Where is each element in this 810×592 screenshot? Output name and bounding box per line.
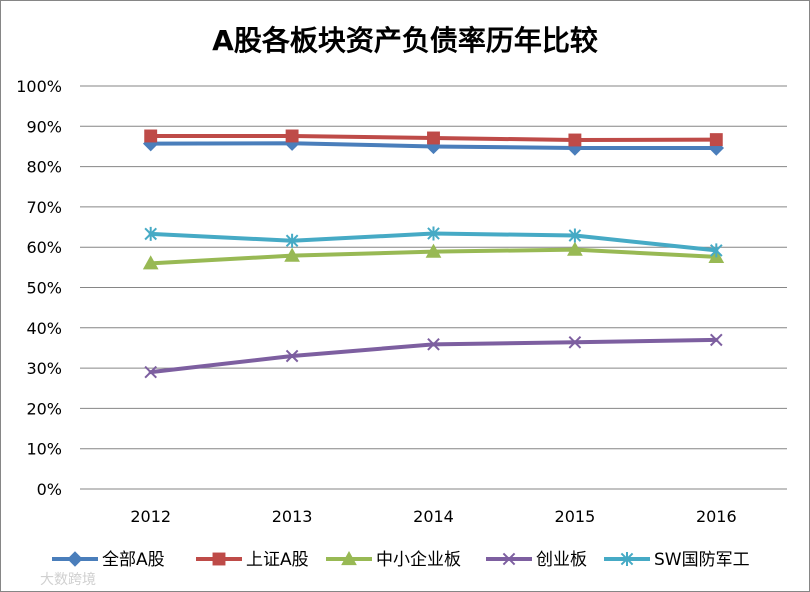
data-point [144,365,158,379]
data-point [427,131,440,145]
legend-marker [620,552,634,566]
series-group [144,333,723,379]
data-point [427,226,440,241]
data-point [427,338,440,351]
data-point [144,129,158,143]
data-point [425,243,442,258]
x-tick-label: 2014 [413,507,454,526]
legend-item: SW国防军工 [604,550,750,570]
series-group [144,226,723,258]
watermark-text: 大数跨境 [40,572,96,588]
data-point [709,333,723,347]
legend-label: SW国防军工 [654,550,750,570]
legend-label: 上证A股 [246,550,309,570]
legend-marker [212,552,226,566]
legend-item: 创业板 [486,550,587,570]
y-tick-label: 10% [26,440,62,459]
x-tick-label: 2016 [696,507,737,526]
data-point [144,226,158,241]
legend-marker [502,552,516,566]
data-point [709,243,723,258]
y-tick-label: 50% [26,279,62,298]
y-tick-label: 0% [37,480,62,499]
x-tick-label: 2012 [130,507,171,526]
series-group [142,241,725,270]
data-point [568,336,582,349]
data-point [567,241,583,256]
legend-label: 全部A股 [102,550,165,570]
legend-marker [67,551,83,567]
gridlines [80,85,787,490]
chart-title: A股各板块资产负债率历年比较 [212,24,598,57]
data-point [284,247,300,262]
legend-label: 中小企业板 [376,550,461,570]
y-tick-label: 70% [26,198,62,217]
data-point [568,228,582,243]
legend-label: 创业板 [536,550,587,570]
legend-item: 全部A股 [52,550,165,570]
data-point [709,133,723,147]
legend: 全部A股 上证A股 中小企业板 创业板 SW国防军工 [52,550,750,570]
y-tick-label: 90% [26,117,62,136]
series-group [144,129,723,147]
y-axis-ticks: 0% 10% 20% 30% 40% 50% 60% 70% 80% 90% 100% [16,77,62,499]
y-tick-label: 100% [16,77,62,96]
x-tick-label: 2015 [555,507,596,526]
y-tick-label: 80% [26,158,62,177]
y-tick-label: 60% [26,238,62,257]
y-tick-label: 30% [26,359,62,378]
legend-item: 上证A股 [196,550,309,570]
data-point [285,233,299,248]
x-axis-ticks: 2012 2013 2014 2015 2016 [130,507,736,526]
x-tick-label: 2013 [272,507,313,526]
y-tick-label: 40% [26,319,62,338]
data-point [142,255,159,270]
legend-item: 中小企业板 [326,550,461,570]
y-tick-label: 20% [26,399,62,418]
data-point [285,349,299,363]
legend-marker [341,550,357,566]
data-point [568,133,582,147]
series-layer [142,129,725,379]
data-point [285,129,299,143]
